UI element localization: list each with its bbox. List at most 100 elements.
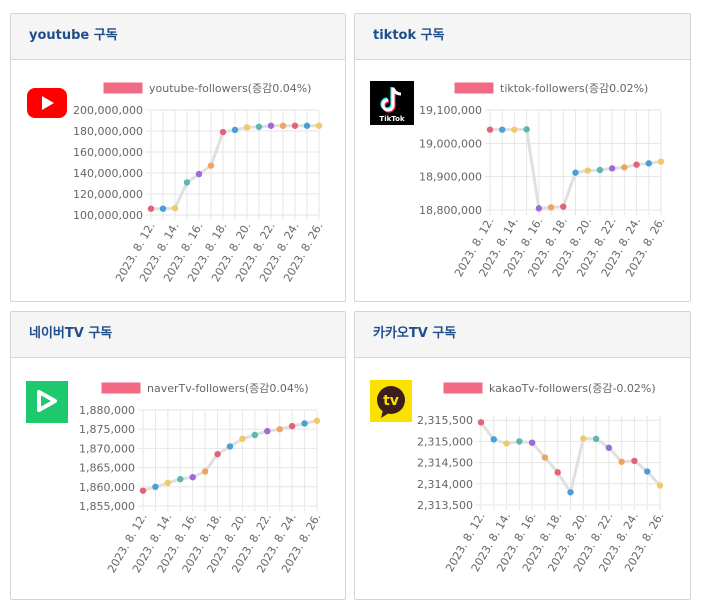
tiktok-panel: tiktok 구독 TikTok tiktok-followers(증감0.02…: [354, 13, 691, 302]
data-point[interactable]: [183, 179, 191, 186]
data-point[interactable]: [291, 122, 299, 129]
legend-label[interactable]: youtube-followers(증감0.04%): [149, 82, 311, 95]
y-tick-label: 2,313,500: [417, 499, 473, 512]
data-point[interactable]: [503, 440, 510, 447]
legend-swatch[interactable]: [102, 81, 144, 95]
data-point[interactable]: [499, 126, 506, 133]
y-tick-label: 2,314,500: [417, 457, 473, 470]
data-point[interactable]: [477, 419, 485, 426]
y-tick-label: 1,870,000: [79, 442, 135, 455]
data-point[interactable]: [560, 203, 567, 210]
data-point[interactable]: [267, 122, 275, 129]
kakaotv-logo-icon: tv: [370, 380, 412, 422]
data-point[interactable]: [159, 205, 167, 212]
data-point[interactable]: [580, 435, 587, 442]
data-point[interactable]: [255, 123, 263, 130]
data-point[interactable]: [567, 489, 574, 496]
data-point[interactable]: [201, 468, 209, 475]
panel-title: tiktok 구독: [355, 14, 690, 60]
data-point[interactable]: [618, 458, 625, 465]
data-point[interactable]: [214, 450, 221, 458]
y-tick-label: 19,000,000: [419, 137, 482, 150]
data-point[interactable]: [528, 439, 536, 446]
kakaotv-panel: 카카오TV 구독 tv kakaoTv-followers(증감-0.02%) 2…: [354, 311, 691, 600]
data-point[interactable]: [608, 165, 616, 172]
data-point[interactable]: [315, 122, 323, 129]
youtube-logo-icon: [27, 88, 67, 118]
y-tick-label: 2,315,500: [417, 414, 473, 427]
navertv-logo-icon: [26, 381, 68, 423]
data-point[interactable]: [226, 443, 234, 450]
legend-label[interactable]: tiktok-followers(증감0.02%): [500, 82, 648, 95]
panel-title: youtube 구독: [11, 14, 345, 60]
data-point[interactable]: [303, 122, 311, 129]
data-point[interactable]: [572, 169, 579, 176]
legend-swatch[interactable]: [453, 81, 495, 95]
data-point[interactable]: [592, 435, 600, 443]
data-point[interactable]: [288, 422, 296, 430]
y-tick-label: 1,865,000: [79, 462, 135, 475]
data-point[interactable]: [644, 468, 651, 475]
data-point[interactable]: [554, 469, 561, 476]
data-point[interactable]: [251, 431, 259, 439]
navertv-chart: naverTv-followers(증감0.04%) 1,880,000 1,875…: [79, 381, 324, 575]
legend-label[interactable]: kakaoTv-followers(증감-0.02%): [489, 382, 656, 395]
navertv-panel: 네이버TV 구독 naverTv-followers(증감0.04%) 1,880…: [10, 311, 346, 600]
tiktok-chart: tiktok-followers(증감0.02%) 19,100,000 19,00…: [419, 81, 668, 279]
y-tick-label: 100,000,000: [73, 209, 143, 222]
data-point[interactable]: [139, 487, 147, 494]
data-point[interactable]: [231, 126, 239, 134]
data-point[interactable]: [486, 126, 494, 133]
data-point[interactable]: [535, 205, 543, 212]
y-tick-label: 18,800,000: [419, 204, 482, 217]
y-tick-label: 18,900,000: [419, 171, 482, 184]
data-point[interactable]: [657, 158, 665, 165]
data-point[interactable]: [243, 124, 251, 131]
legend-swatch[interactable]: [100, 381, 142, 395]
y-tick-label: 160,000,000: [73, 146, 143, 159]
data-point[interactable]: [207, 162, 215, 169]
data-point[interactable]: [631, 457, 638, 465]
data-point[interactable]: [516, 438, 523, 445]
data-point[interactable]: [177, 475, 184, 483]
data-point[interactable]: [596, 166, 604, 174]
data-point[interactable]: [195, 170, 203, 178]
data-point[interactable]: [171, 204, 179, 212]
y-tick-label: 1,880,000: [79, 404, 135, 417]
data-point[interactable]: [523, 126, 530, 133]
y-tick-label: 1,875,000: [79, 423, 135, 436]
data-point[interactable]: [490, 436, 497, 443]
data-point[interactable]: [605, 444, 613, 451]
data-point[interactable]: [621, 164, 628, 171]
y-tick-label: 2,315,000: [417, 435, 473, 448]
data-point[interactable]: [147, 205, 155, 212]
data-point[interactable]: [547, 204, 555, 211]
data-point[interactable]: [276, 426, 283, 433]
data-point[interactable]: [584, 167, 591, 174]
data-point[interactable]: [152, 483, 159, 490]
kakaotv-chart: kakaoTv-followers(증감-0.02%) 2,315,500 2,31…: [417, 381, 667, 574]
data-point[interactable]: [264, 427, 271, 435]
youtube-chart: youtube-followers(증감0.04%) 200,000,000 180…: [73, 81, 326, 284]
kakaotv-logo-text: tv: [383, 393, 399, 409]
data-point[interactable]: [164, 479, 172, 487]
data-point[interactable]: [541, 454, 549, 461]
data-point[interactable]: [301, 420, 308, 427]
y-tick-label: 19,100,000: [419, 104, 482, 117]
data-point[interactable]: [219, 128, 227, 136]
y-tick-label: 200,000,000: [73, 104, 143, 117]
data-point[interactable]: [279, 122, 287, 129]
youtube-panel: youtube 구독 youtube-followers(증감0.04%) 200…: [10, 13, 346, 302]
y-tick-label: 1,860,000: [79, 481, 135, 494]
y-tick-label: 140,000,000: [73, 167, 143, 180]
legend-label[interactable]: naverTv-followers(증감0.04%): [147, 382, 309, 395]
y-tick-label: 180,000,000: [73, 125, 143, 138]
data-point[interactable]: [313, 417, 321, 424]
data-point[interactable]: [645, 160, 652, 167]
data-point[interactable]: [633, 161, 640, 168]
data-point[interactable]: [656, 482, 664, 489]
data-point[interactable]: [511, 126, 518, 133]
data-point[interactable]: [189, 474, 196, 481]
data-point[interactable]: [239, 435, 246, 442]
legend-swatch[interactable]: [442, 381, 484, 395]
